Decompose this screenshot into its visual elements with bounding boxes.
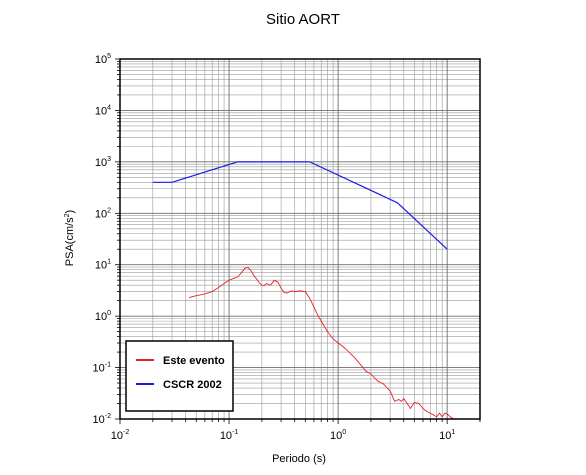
y-tick-label-exp: 2 [107, 207, 111, 214]
x-tick-label-exp: -2 [123, 429, 129, 436]
y-tick-label-exp: 4 [107, 104, 111, 111]
x-tick-label: 101 [439, 429, 455, 442]
x-tick-labels: 10-2 10-1 100 101 [111, 429, 456, 442]
y-axis-label-exp: 2 [64, 213, 71, 217]
y-tick-label-base: 10 [93, 363, 105, 375]
legend-label-cscr-2002: CSCR 2002 [163, 379, 222, 391]
y-tick-label: 104 [95, 104, 111, 117]
y-tick-label-exp: 3 [107, 156, 111, 163]
y-tick-label-base: 10 [95, 260, 107, 272]
x-tick-label: 100 [330, 429, 346, 442]
plot-frame [119, 58, 481, 420]
x-tick-label: 10-2 [111, 429, 130, 442]
y-tick-label: 102 [95, 207, 111, 220]
x-tick-label-exp: -1 [232, 429, 238, 436]
y-tick-label: 101 [95, 259, 111, 272]
x-tick-label: 10-1 [220, 429, 239, 442]
y-tick-label: 10-1 [93, 362, 112, 375]
y-tick-label-base: 10 [95, 311, 107, 323]
y-tick-label-exp: -1 [105, 362, 111, 369]
y-tick-label-exp: -2 [105, 413, 111, 420]
chart-title: Sitio AORT [266, 11, 340, 28]
y-tick-label-base: 10 [95, 208, 107, 220]
y-tick-label-exp: 0 [107, 310, 111, 317]
y-tick-label: 103 [95, 156, 111, 169]
y-tick-label: 10-2 [93, 413, 112, 426]
y-tick-label-base: 10 [95, 157, 107, 169]
y-tick-label-exp: 5 [107, 53, 111, 60]
x-tick-label-base: 10 [220, 430, 232, 442]
x-axis-label: Periodo (s) [272, 453, 326, 465]
x-tick-label-base: 10 [439, 430, 451, 442]
y-tick-label-base: 10 [93, 414, 105, 426]
x-tick-label-exp: 0 [342, 429, 346, 436]
legend-label-este-evento: Este evento [163, 355, 225, 367]
legend-box [125, 340, 234, 412]
y-tick-label-base: 10 [95, 54, 107, 66]
y-tick-label: 100 [95, 310, 111, 323]
x-tick-label-base: 10 [330, 430, 342, 442]
y-tick-label: 105 [95, 53, 111, 66]
y-axis-label-base: PSA(cm/s [64, 217, 76, 266]
grid-minor-y [120, 61, 480, 404]
y-tick-label-base: 10 [95, 105, 107, 117]
y-tick-label-exp: 1 [107, 259, 111, 266]
x-tick-label-exp: 1 [451, 429, 455, 436]
series-line-este-evento [188, 267, 456, 420]
series-layer [152, 161, 456, 420]
y-axis-label: PSA(cm/s2) [64, 210, 76, 266]
x-tick-label-base: 10 [111, 430, 123, 442]
y-axis-label-close: ) [64, 210, 76, 214]
series-line-cscr-2002 [152, 161, 448, 250]
legend: Este evento CSCR 2002 [125, 340, 234, 412]
